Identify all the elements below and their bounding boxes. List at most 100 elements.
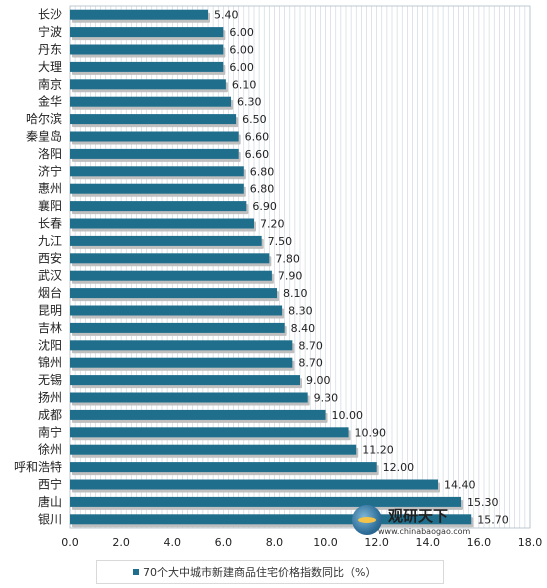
category-label: 惠州 xyxy=(38,182,62,196)
x-tick-label: 12.0 xyxy=(364,536,389,549)
value-label: 14.40 xyxy=(444,479,476,492)
value-label: 7.20 xyxy=(260,218,285,231)
value-label: 6.10 xyxy=(232,78,257,91)
bar xyxy=(70,9,208,20)
category-label: 锦州 xyxy=(38,356,62,370)
plot-border xyxy=(69,5,531,529)
category-label: 大理 xyxy=(38,60,62,74)
category-label: 襄阳 xyxy=(38,198,62,213)
category-label: 西宁 xyxy=(38,477,62,492)
category-label: 吉林 xyxy=(38,321,62,335)
bar xyxy=(70,61,224,72)
legend-swatch xyxy=(133,569,139,575)
bar xyxy=(70,166,244,177)
category-label: 昆明 xyxy=(38,304,62,318)
value-label: 8.10 xyxy=(283,287,308,300)
category-label: 长沙 xyxy=(38,8,62,22)
category-label: 扬州 xyxy=(38,390,62,405)
value-label: 7.50 xyxy=(268,235,293,248)
bar xyxy=(70,427,349,438)
category-label: 南京 xyxy=(38,76,62,91)
legend: 70个大中城市新建商品住宅价格指数同比（%） xyxy=(96,560,444,584)
category-label: 哈尔滨 xyxy=(26,111,62,126)
bar xyxy=(70,114,237,125)
value-label: 6.60 xyxy=(245,148,270,161)
value-label: 6.00 xyxy=(229,26,254,39)
watermark-url: www.chinabaogao.com xyxy=(378,527,471,536)
bar xyxy=(70,79,226,90)
value-label: 15.70 xyxy=(477,513,509,526)
x-tick-label: 2.0 xyxy=(112,536,130,549)
bar xyxy=(70,253,270,264)
category-label: 烟台 xyxy=(38,285,62,300)
bars xyxy=(70,9,474,528)
category-label: 宁波 xyxy=(38,24,62,39)
value-label: 15.30 xyxy=(467,496,499,509)
value-label: 6.90 xyxy=(252,200,276,213)
bar xyxy=(70,514,472,525)
value-label: 9.00 xyxy=(306,374,331,387)
value-label: 7.80 xyxy=(275,252,300,265)
category-label: 洛阳 xyxy=(38,146,62,161)
bar xyxy=(70,392,308,403)
value-label: 11.20 xyxy=(362,444,394,457)
bar xyxy=(70,375,300,386)
value-label: 10.00 xyxy=(332,409,364,422)
value-label: 6.80 xyxy=(250,165,275,178)
bar xyxy=(70,496,461,507)
bar xyxy=(70,27,224,38)
x-tick-label: 4.0 xyxy=(163,536,181,549)
category-label: 银川 xyxy=(38,512,62,526)
category-labels: 长沙宁波丹东大理南京金华哈尔滨秦皇岛洛阳济宁惠州襄阳长春九江西安武汉烟台昆明吉林… xyxy=(14,8,62,527)
category-label: 沈阳 xyxy=(38,337,62,352)
x-tick-label: 16.0 xyxy=(467,536,492,549)
value-label: 10.90 xyxy=(355,426,387,439)
x-tick-label: 18.0 xyxy=(518,536,543,549)
category-label: 徐州 xyxy=(38,442,62,457)
category-label: 济宁 xyxy=(38,163,62,178)
bar xyxy=(70,288,277,299)
bar xyxy=(70,148,239,159)
bar xyxy=(70,270,272,281)
value-label: 8.30 xyxy=(288,305,313,318)
category-label: 金华 xyxy=(38,94,62,109)
value-label: 7.90 xyxy=(278,270,303,283)
bar xyxy=(70,44,224,55)
category-label: 长春 xyxy=(38,217,62,231)
value-label: 8.70 xyxy=(298,357,323,370)
bar xyxy=(70,96,231,107)
x-tick-label: 10.0 xyxy=(313,536,338,549)
value-label: 6.00 xyxy=(229,44,254,57)
bar xyxy=(70,462,377,473)
bar xyxy=(70,131,239,142)
value-label: 6.50 xyxy=(242,113,267,126)
bar xyxy=(70,218,254,229)
category-label: 西安 xyxy=(38,250,62,265)
x-tick-label: 8.0 xyxy=(266,536,284,549)
x-tick-labels: 0.0 2.0 4.0 6.0 8.0 10.0 12.0 14.0 16.0 18.0 xyxy=(61,536,542,549)
x-tick-label: 6.0 xyxy=(215,536,233,549)
legend-label: 70个大中城市新建商品住宅价格指数同比（%） xyxy=(143,566,377,579)
watermark-brand: 观研天下 xyxy=(388,507,449,525)
bar xyxy=(70,357,293,368)
bar xyxy=(70,409,326,420)
category-label: 九江 xyxy=(38,234,62,248)
grid-lines xyxy=(69,5,531,529)
value-label: 8.70 xyxy=(298,339,323,352)
category-label: 唐山 xyxy=(38,494,62,509)
bar xyxy=(70,183,244,194)
category-label: 丹东 xyxy=(38,43,62,57)
category-label: 呼和浩特 xyxy=(14,459,62,474)
value-label: 12.00 xyxy=(383,461,415,474)
category-label: 成都 xyxy=(38,408,62,422)
category-label: 南宁 xyxy=(38,424,62,439)
bar xyxy=(70,322,285,333)
value-label: 6.80 xyxy=(250,183,275,196)
category-label: 无锡 xyxy=(38,372,62,387)
value-label: 9.30 xyxy=(314,392,339,405)
bar xyxy=(70,479,438,490)
bar xyxy=(70,340,293,351)
bar xyxy=(70,444,357,455)
x-tick-label: 14.0 xyxy=(416,536,441,549)
value-label: 5.40 xyxy=(214,9,239,22)
